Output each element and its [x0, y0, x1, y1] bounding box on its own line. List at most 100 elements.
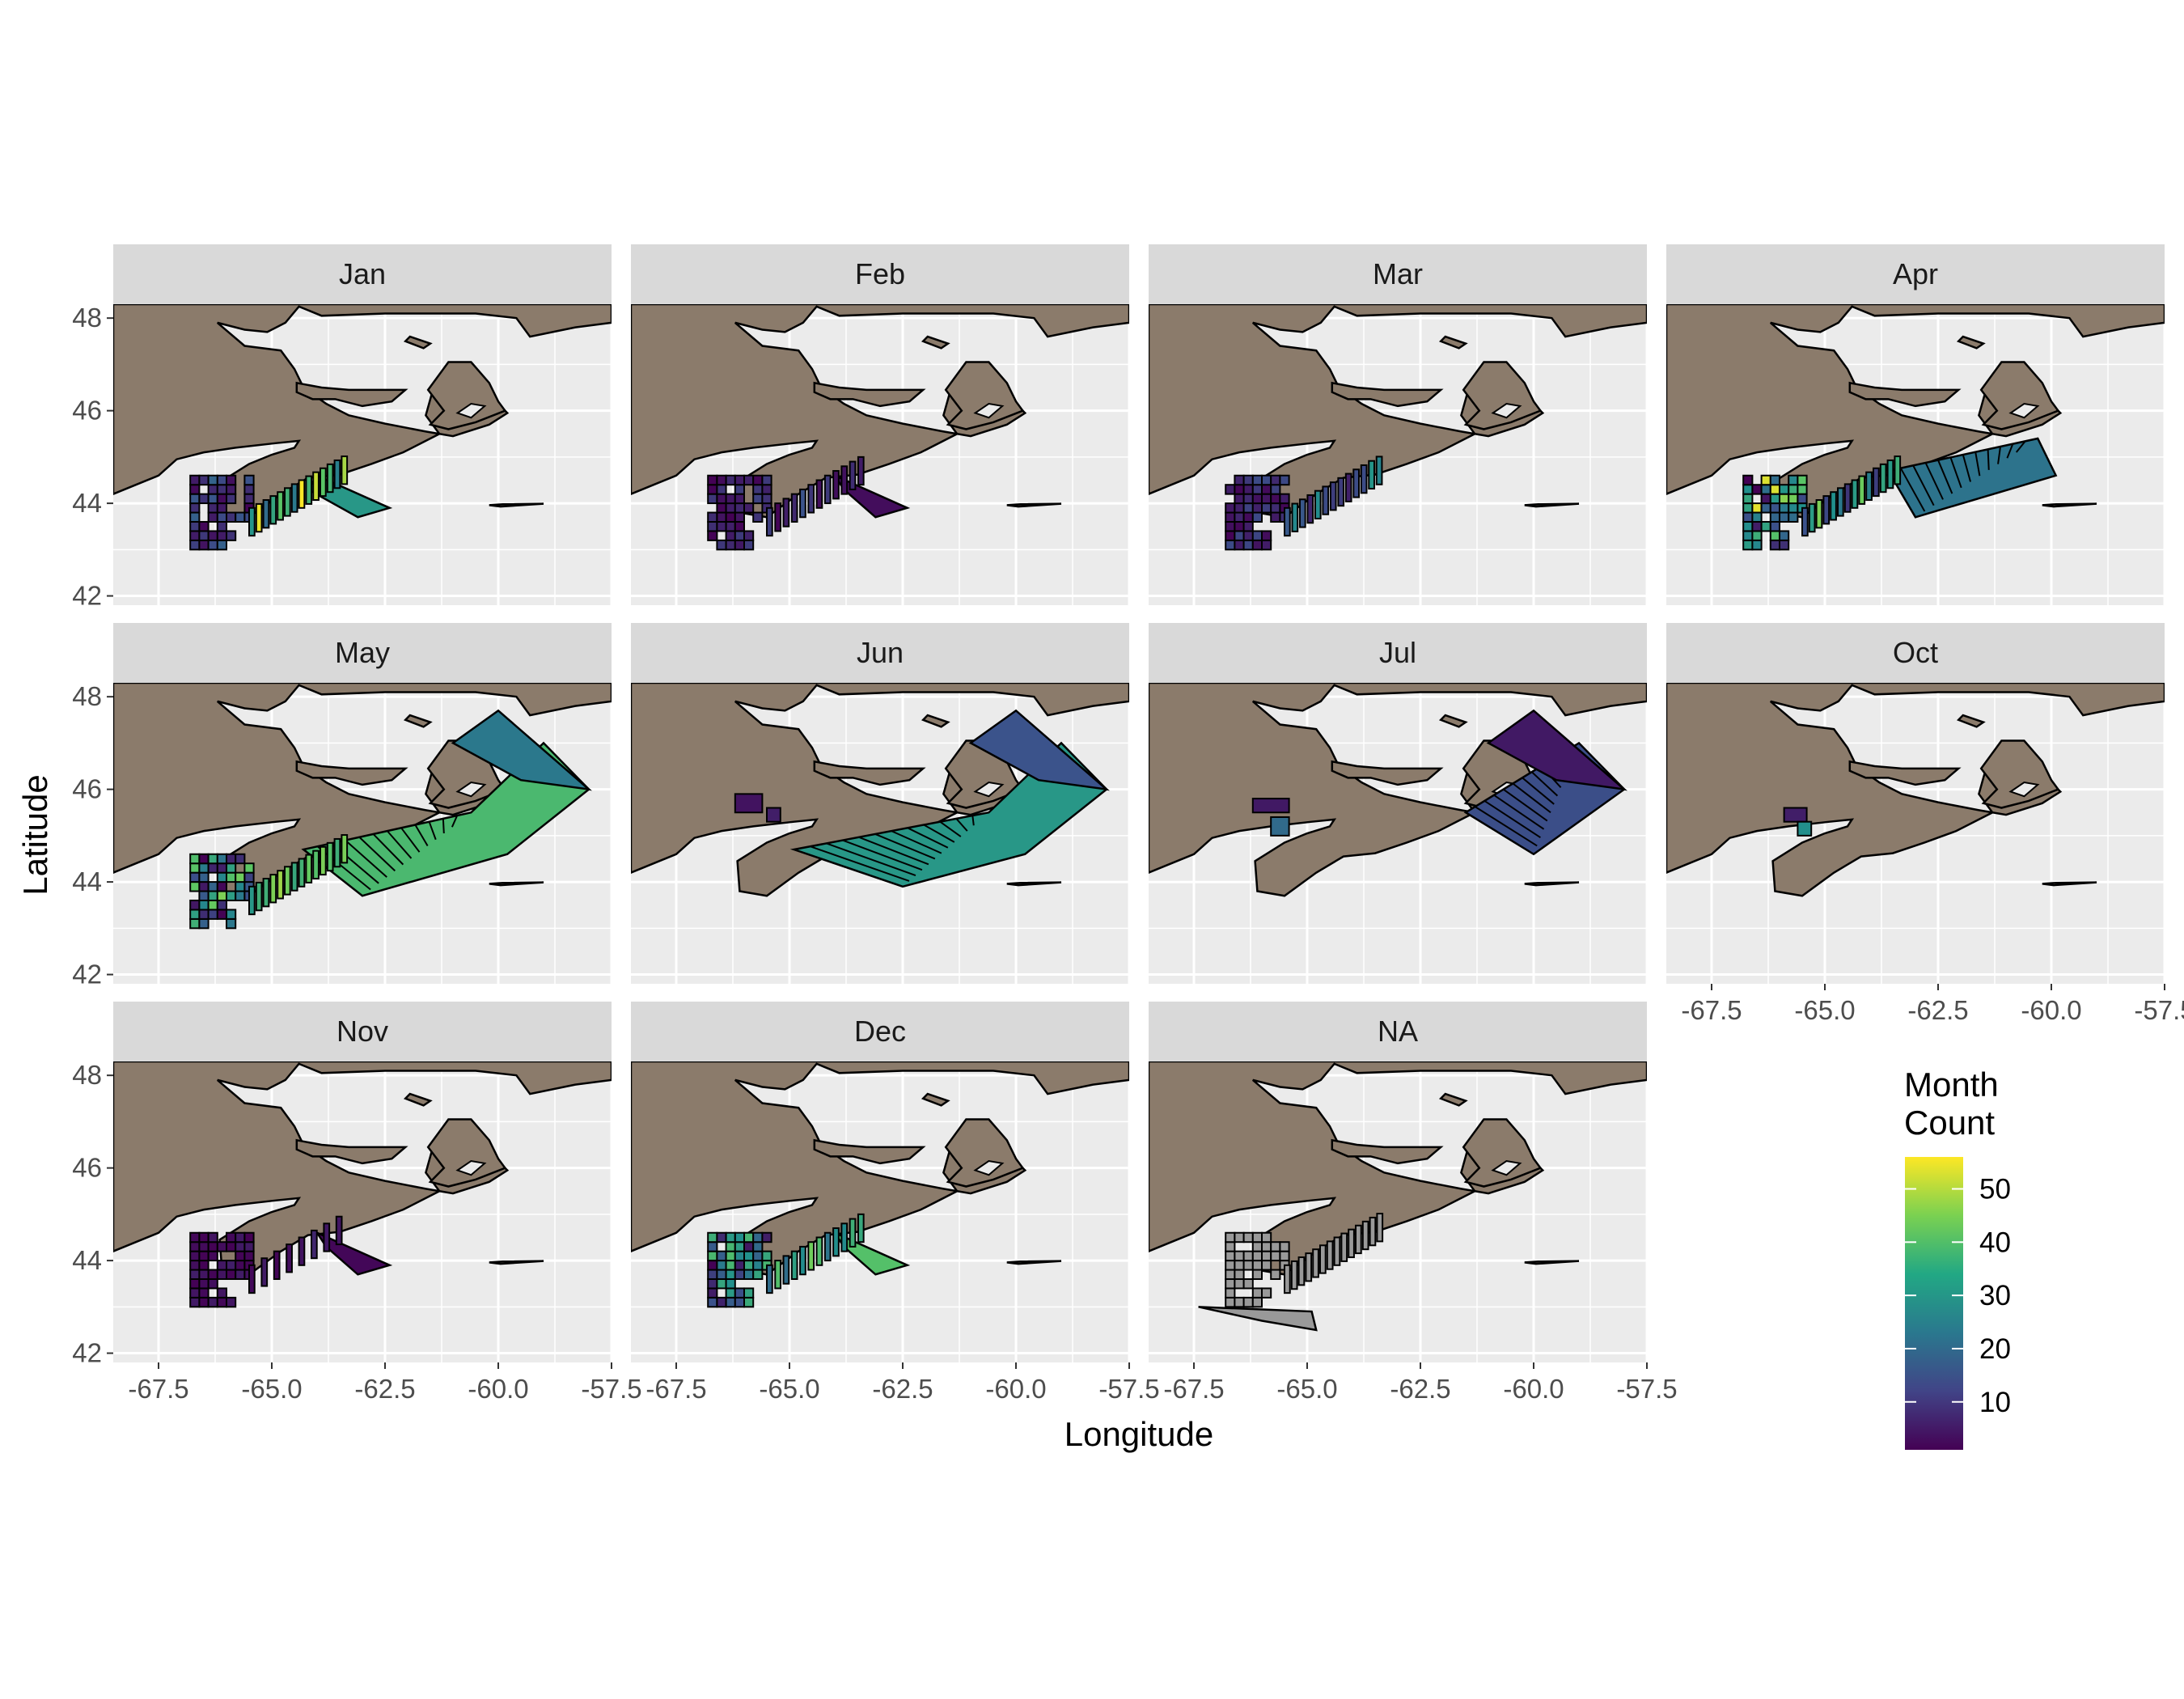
- survey-cell: [333, 837, 341, 868]
- x-tick-label: -57.5: [1098, 1374, 1159, 1404]
- survey-cell: [766, 1264, 773, 1294]
- landmass: [1006, 881, 1062, 887]
- survey-cell: [725, 539, 736, 551]
- landmass: [921, 714, 950, 728]
- survey-cell: [248, 885, 256, 916]
- survey-cell: [216, 909, 227, 920]
- survey-cell: [1769, 520, 1781, 532]
- survey-cell: [752, 1250, 764, 1262]
- survey-cell: [189, 1250, 201, 1262]
- survey-cell: [1261, 484, 1272, 495]
- survey-cell: [1279, 1241, 1290, 1252]
- survey-cell: [761, 493, 772, 505]
- survey-cell: [290, 862, 298, 892]
- facet-strip-label: NA: [1378, 1015, 1418, 1048]
- landmass: [295, 760, 408, 786]
- survey-cell: [255, 502, 263, 533]
- survey-cell: [774, 502, 781, 532]
- panel-content: [631, 304, 1129, 605]
- survey-cell: [1808, 502, 1816, 533]
- facet-panel-jun: Jun: [631, 623, 1129, 984]
- survey-cell: [1779, 493, 1790, 505]
- survey-cell: [752, 1241, 764, 1252]
- survey-cell: [189, 899, 201, 911]
- survey-cell: [734, 484, 745, 495]
- survey-polygons: [1251, 709, 1627, 856]
- inland-water: [455, 402, 487, 419]
- polygon-edge: [1530, 771, 1559, 797]
- survey-cell: [1234, 530, 1245, 541]
- legend-tick-label: 10: [1979, 1387, 2011, 1418]
- survey-cell: [752, 484, 764, 495]
- survey-cell: [1779, 511, 1790, 523]
- survey-cell: [1797, 474, 1808, 486]
- polygon-edge: [971, 815, 975, 826]
- survey-cell: [734, 502, 745, 514]
- survey-cell: [716, 520, 727, 532]
- facet-panel-jan: Jan: [113, 244, 612, 605]
- survey-cell: [734, 493, 745, 505]
- survey-cell: [333, 459, 341, 489]
- polygon-edge: [1924, 462, 1944, 500]
- polygon-edge: [955, 818, 968, 832]
- landmass: [1524, 1260, 1580, 1265]
- survey-cell: [734, 1269, 745, 1280]
- survey-cell: [1769, 484, 1781, 495]
- survey-cell: [1225, 1296, 1236, 1308]
- survey-cell: [207, 530, 218, 541]
- survey-cell: [235, 1260, 246, 1271]
- facet-strip-label: Dec: [854, 1015, 906, 1048]
- survey-cell: [216, 1269, 227, 1280]
- polygon-edge: [1512, 782, 1551, 814]
- y-tick-label: 46: [72, 1153, 102, 1183]
- survey-cell: [1251, 530, 1263, 541]
- survey-cell: [743, 502, 755, 514]
- survey-cell: [815, 479, 823, 509]
- y-tick-label: 42: [72, 1338, 102, 1368]
- survey-cell: [1242, 1231, 1254, 1244]
- survey-cell: [1225, 1250, 1236, 1262]
- survey-cell: [707, 1260, 718, 1271]
- survey-cell: [226, 890, 237, 901]
- survey-cell: [716, 1269, 727, 1280]
- landmass: [489, 502, 544, 508]
- polygon-edge: [1997, 446, 2001, 464]
- facet-panel-apr: Apr: [1666, 244, 2165, 605]
- survey-cell: [326, 463, 334, 494]
- facet-panel-mar: Mar: [1149, 244, 1647, 605]
- survey-cell: [277, 870, 284, 900]
- survey-cell: [1348, 1228, 1355, 1259]
- survey-polygons: [1198, 1213, 1384, 1332]
- survey-cell: [1225, 1260, 1236, 1271]
- survey-cell: [725, 1231, 736, 1244]
- polygon-edge: [387, 830, 413, 859]
- survey-cell: [743, 1250, 755, 1262]
- survey-cell: [707, 1250, 718, 1262]
- survey-polygons: [707, 1213, 911, 1308]
- survey-cell: [752, 1231, 764, 1244]
- survey-cell: [1261, 1250, 1272, 1262]
- survey-cell: [1369, 1216, 1377, 1247]
- y-tick-label: 46: [72, 774, 102, 804]
- landmass: [1438, 1092, 1468, 1107]
- survey-cell: [226, 871, 237, 883]
- polygon-edge: [1484, 800, 1541, 838]
- survey-cell: [198, 530, 210, 541]
- survey-cell: [734, 1260, 745, 1271]
- survey-cell: [1234, 502, 1245, 514]
- survey-cell: [1815, 499, 1823, 529]
- survey-cell: [198, 881, 210, 892]
- survey-cell: [1242, 511, 1254, 523]
- survey-cell: [198, 1296, 210, 1308]
- survey-cell: [799, 488, 806, 519]
- facet-strip: [113, 623, 612, 683]
- survey-cell: [1769, 493, 1781, 505]
- landmass: [1006, 1260, 1062, 1265]
- survey-cell: [1760, 484, 1771, 495]
- facet-strip-label: Apr: [1893, 257, 1938, 290]
- polygon-edge: [1899, 468, 1926, 512]
- survey-cell: [1225, 530, 1236, 541]
- survey-cell: [255, 881, 263, 912]
- survey-cell: [216, 493, 227, 505]
- survey-cell: [716, 474, 727, 486]
